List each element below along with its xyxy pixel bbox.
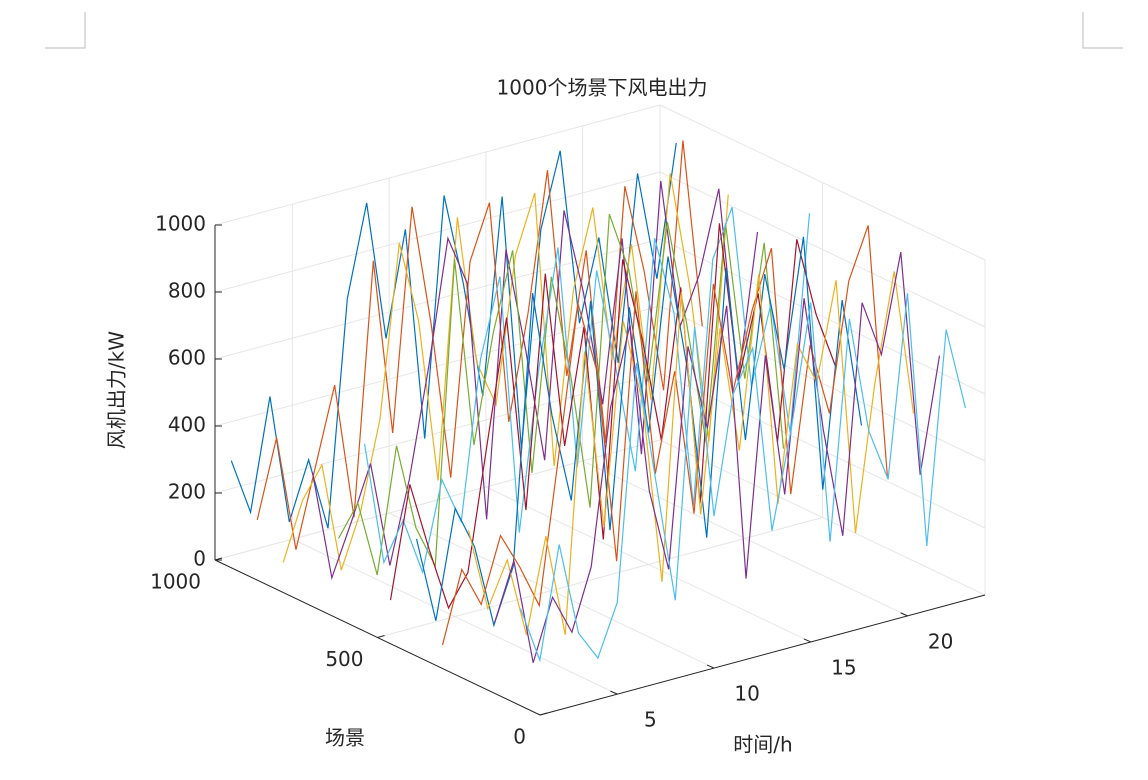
y-tick-label: 0 [513, 725, 526, 749]
scenario-line [337, 214, 785, 576]
y-tick-label: 500 [325, 647, 363, 671]
grid-line [214, 372, 661, 494]
scenario-line [493, 251, 941, 663]
grid-line [377, 517, 823, 638]
scenario-line [230, 142, 677, 529]
z-tick-label: 400 [168, 413, 206, 437]
crop-mark [45, 12, 86, 49]
x-axis [539, 594, 986, 716]
grid-line [214, 171, 661, 293]
y-axis-label: 场景 [325, 726, 365, 750]
x-tick-label: 20 [928, 629, 953, 653]
tick-mark [610, 690, 618, 695]
grid-line [214, 305, 661, 427]
scenario-line [256, 140, 703, 550]
tick-mark [214, 557, 223, 561]
tick-mark [377, 635, 385, 638]
chart-title: 1000个场景下风电出力 [497, 76, 708, 100]
tick-mark [706, 664, 715, 669]
scenario-line [519, 293, 967, 663]
grid-line [214, 104, 661, 226]
x-tick-label: 10 [734, 682, 759, 706]
scenario-line [467, 271, 915, 636]
z-tick-label: 800 [168, 279, 206, 303]
x-tick-label: 5 [644, 708, 657, 732]
tick-mark [900, 612, 908, 617]
tick-mark [803, 638, 812, 643]
z-tick-label: 600 [168, 346, 206, 370]
scenario-line [441, 225, 889, 646]
scenario-line [415, 236, 863, 628]
x-axis-label: 时间/h [733, 733, 792, 757]
x-tick-label: 15 [831, 655, 856, 679]
z-tick-label: 200 [168, 480, 206, 504]
tick-mark [539, 712, 548, 716]
z-axis-label: 风机出力/kW [105, 331, 129, 449]
crop-mark [1082, 12, 1123, 49]
y-tick-label: 1000 [150, 570, 201, 594]
z-tick-label: 1000 [155, 212, 206, 236]
grid-line [214, 238, 661, 360]
z-tick-label: 0 [193, 547, 206, 571]
scenario-line [282, 173, 729, 571]
